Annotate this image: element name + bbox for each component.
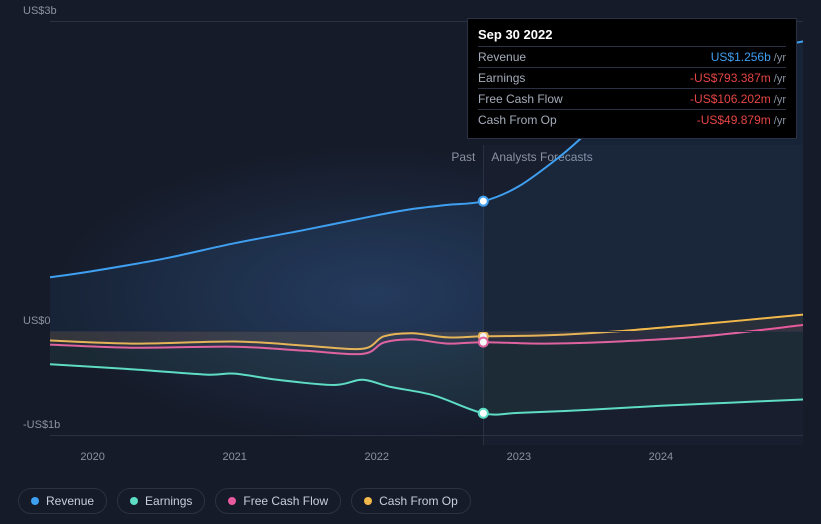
tooltip-row-value: -US$49.879m/yr [697,113,786,127]
series-marker-earnings [479,409,488,418]
tooltip-row-label: Earnings [478,71,525,85]
tooltip-row-value: -US$793.387m/yr [690,71,786,85]
series-area-earnings [50,331,803,414]
tooltip-row-value: US$1.256b/yr [711,50,786,64]
x-axis-label: 2024 [649,451,673,463]
x-axis-label: 2023 [507,451,531,463]
legend-item-free_cash_flow[interactable]: Free Cash Flow [215,488,341,514]
legend-dot-icon [364,497,372,505]
x-axis-label: 2020 [80,451,104,463]
series-marker-revenue [479,197,488,206]
legend-dot-icon [228,497,236,505]
tooltip-row: Revenue US$1.256b/yr [478,46,786,67]
chart-legend: Revenue Earnings Free Cash Flow Cash From O… [18,488,471,514]
tooltip-row: Cash From Op -US$49.879m/yr [478,109,786,130]
tooltip-row-label: Revenue [478,50,526,64]
legend-label: Cash From Op [379,494,458,508]
y-axis-label: US$3b [23,5,57,17]
y-gridline [50,331,803,332]
financial-forecast-chart: Past Analysts Forecasts US$3bUS$0-US$1b … [18,0,803,470]
y-axis-label: US$0 [23,315,51,327]
tooltip-title: Sep 30 2022 [478,27,786,42]
legend-item-earnings[interactable]: Earnings [117,488,205,514]
legend-dot-icon [130,497,138,505]
tooltip-row-value: -US$106.202m/yr [690,92,786,106]
legend-label: Earnings [145,494,192,508]
tooltip-row-label: Free Cash Flow [478,92,563,106]
tooltip-row-label: Cash From Op [478,113,557,127]
tooltip-row: Earnings -US$793.387m/yr [478,67,786,88]
legend-label: Free Cash Flow [243,494,328,508]
legend-item-revenue[interactable]: Revenue [18,488,107,514]
legend-label: Revenue [46,494,94,508]
x-axis-label: 2022 [365,451,389,463]
y-axis-label: -US$1b [23,419,60,431]
chart-tooltip: Sep 30 2022 Revenue US$1.256b/yr Earnings -… [467,18,797,139]
legend-dot-icon [31,497,39,505]
y-gridline [50,435,803,436]
tooltip-row: Free Cash Flow -US$106.202m/yr [478,88,786,109]
x-axis-label: 2021 [222,451,246,463]
legend-item-cash_from_op[interactable]: Cash From Op [351,488,471,514]
